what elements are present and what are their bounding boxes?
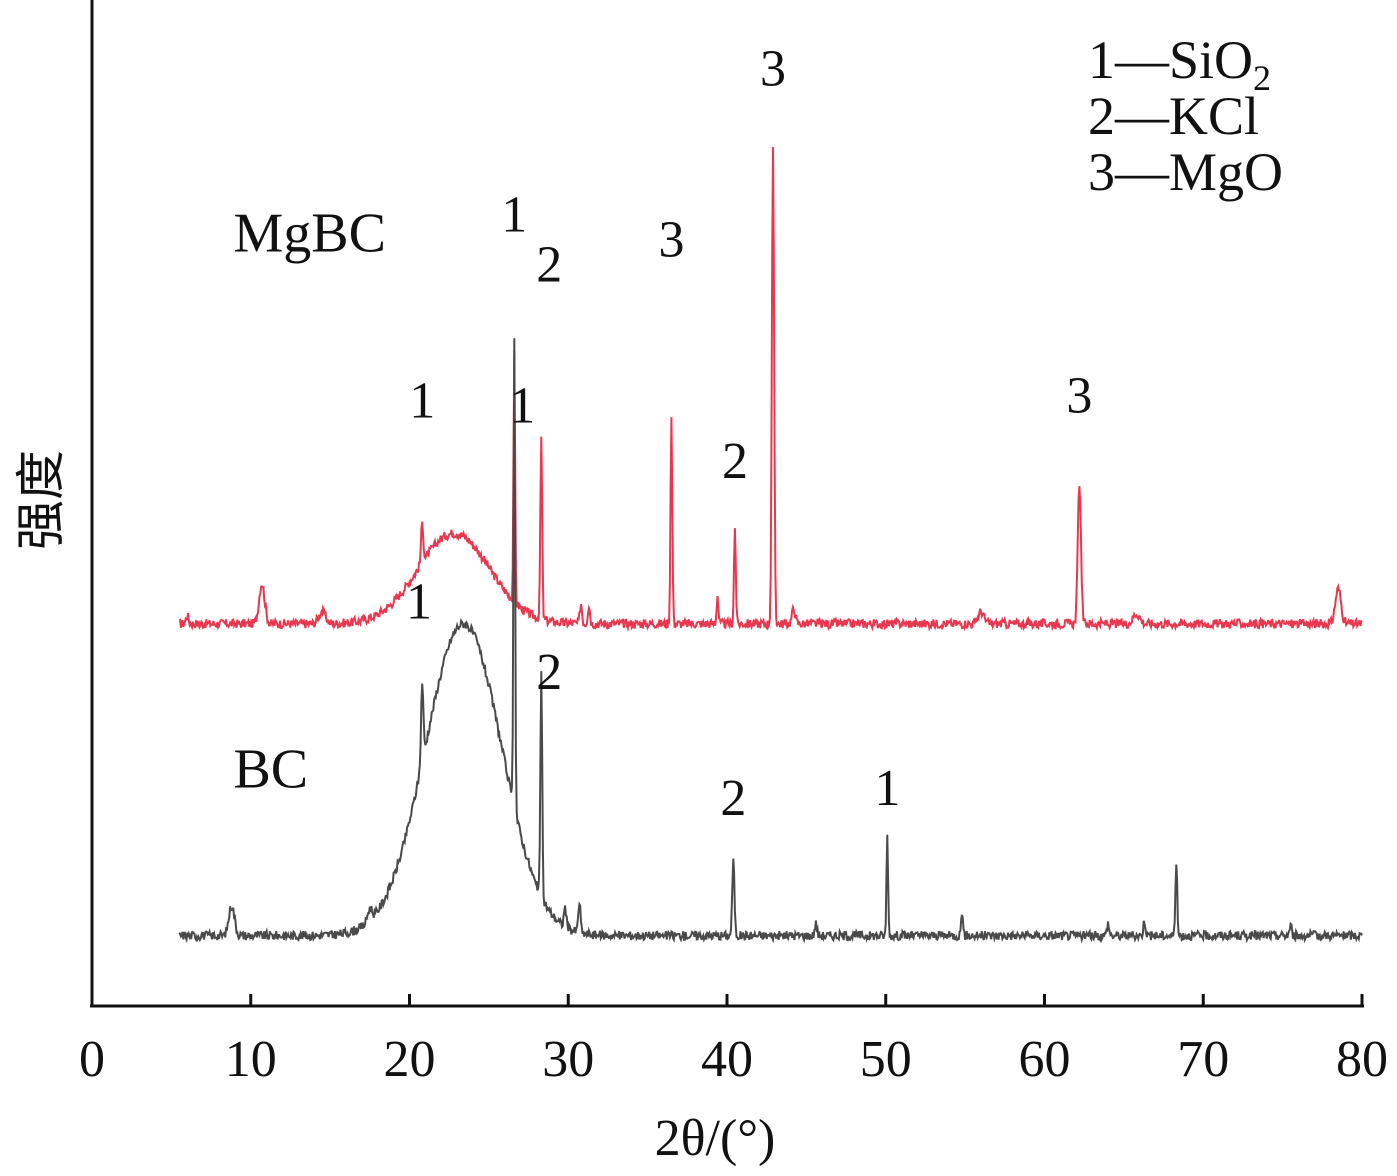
legend-key-3: 3 (1088, 142, 1115, 202)
legend-subscript-1: 2 (1253, 58, 1271, 98)
x-tick-label-10: 10 (225, 1031, 277, 1088)
legend-key-1: 1 (1088, 30, 1115, 90)
legend-formula-2: KCl (1169, 86, 1259, 146)
peak-label-mgbc-1: 1 (501, 186, 527, 243)
series-lines (178, 147, 1363, 944)
x-tick-label-50: 50 (860, 1031, 912, 1088)
series-name-mgbc: MgBC (233, 203, 386, 265)
peak-label-mgbc-5: 3 (760, 41, 786, 98)
y-axis-title-group: 强度 (12, 450, 70, 550)
x-tick-label-30: 30 (542, 1031, 594, 1088)
legend-entry-3: 3—MgO (1088, 142, 1283, 202)
x-tick-label-20: 20 (384, 1031, 436, 1088)
peak-label-bc-0: 1 (406, 574, 432, 631)
legend-dash-2: — (1114, 86, 1170, 146)
series-line-bc (178, 338, 1363, 944)
x-tick-label-80: 80 (1336, 1031, 1388, 1088)
legend-entry-2: 2—KCl (1088, 86, 1259, 146)
x-ticks: 0 10 20 30 40 50 60 70 80 (79, 994, 1388, 1088)
series-name-labels: MgBC BC (233, 203, 386, 801)
y-axis-title: 强度 (12, 450, 70, 550)
x-tick-label-60: 60 (1019, 1031, 1071, 1088)
legend-dash-3: — (1114, 142, 1170, 202)
x-tick-label-70: 70 (1177, 1031, 1229, 1088)
peak-label-mgbc-6: 3 (1066, 367, 1092, 424)
peak-label-mgbc-3: 3 (658, 212, 684, 269)
legend-formula-3: MgO (1169, 142, 1283, 202)
peak-label-mgbc-2: 2 (536, 237, 562, 294)
legend-entry-1: 1—SiO2 (1088, 30, 1271, 98)
x-axis-title: 2θ/(°) (655, 1110, 776, 1167)
legend-key-2: 2 (1088, 86, 1115, 146)
x-tick-label-0: 0 (79, 1031, 105, 1088)
peak-label-bc-3: 2 (720, 770, 746, 827)
peak-label-bc-4: 1 (874, 760, 900, 817)
legend-formula-1: SiO (1169, 30, 1253, 90)
peak-label-mgbc-0: 1 (409, 372, 435, 429)
series-name-bc: BC (233, 739, 308, 801)
legend-dash-1: — (1114, 30, 1170, 90)
series-line-mgbc (178, 147, 1363, 633)
peak-label-bc-2: 2 (536, 644, 562, 701)
peak-label-bc-1: 1 (509, 378, 535, 435)
peak-label-mgbc-4: 2 (722, 433, 748, 490)
x-tick-label-40: 40 (701, 1031, 753, 1088)
